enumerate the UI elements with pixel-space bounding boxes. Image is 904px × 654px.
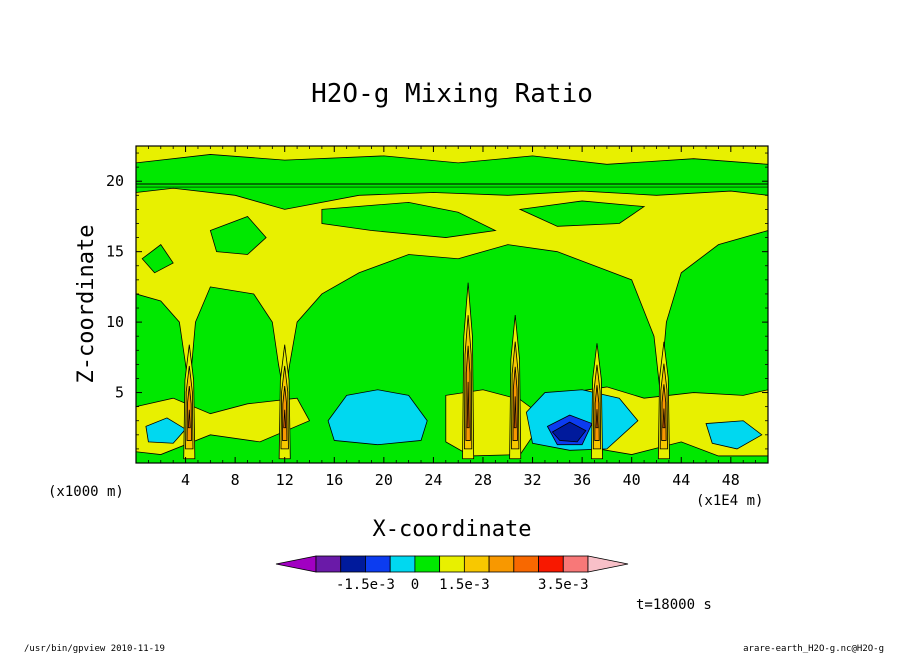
x-unit-label: (x1E4 m) — [696, 493, 763, 509]
x-tick-label: 24 — [424, 471, 442, 489]
footer-right: arare-earth_H2O-g.nc@H2O-g — [743, 644, 884, 654]
colorbar-box — [488, 555, 515, 573]
x-tick-label: 20 — [375, 471, 393, 489]
y-tick-label: 5 — [115, 384, 124, 402]
colorbar-label: 3.5e-3 — [538, 577, 589, 593]
x-tick-label: 16 — [325, 471, 343, 489]
time-label: t=18000 s — [636, 597, 712, 613]
tower-1-peak — [283, 409, 287, 429]
x-axis-ticks: 4 8 12 16 20 24 28 32 36 40 44 48 — [147, 146, 757, 489]
colorbar-box — [463, 555, 490, 573]
y-axis-label: Z-coordinate — [74, 225, 99, 384]
anvil-band — [136, 187, 768, 400]
tower-0-peak — [187, 409, 191, 429]
anvil-hole-3 — [518, 200, 646, 227]
colorbar-box — [538, 555, 564, 573]
x-tick-label: 36 — [573, 471, 591, 489]
tower-2-peak — [466, 381, 470, 429]
chart-title: H2O-g Mixing Ratio — [311, 79, 593, 109]
colorbar-label: 0 — [411, 577, 419, 593]
colorbar-box — [340, 555, 366, 573]
plot-frame — [135, 145, 769, 464]
anvil-hole-1 — [209, 215, 267, 255]
colorbar-box — [389, 555, 416, 573]
x-tick-label: 8 — [231, 471, 240, 489]
colorbar-label: -1.5e-3 — [336, 577, 395, 593]
low-moist-1 — [136, 397, 311, 455]
colorbar-label: 1.5e-3 — [439, 577, 490, 593]
tower-4-peak — [595, 409, 599, 429]
x-tick-label: 44 — [672, 471, 690, 489]
dry-pool-4 — [705, 420, 763, 450]
footer-left: /usr/bin/gpview 2010-11-19 — [24, 644, 165, 654]
tower-3-peak — [513, 396, 517, 429]
x-tick-label: 32 — [524, 471, 542, 489]
tower-5-peak — [662, 408, 666, 429]
anvil-hole-4 — [141, 244, 174, 274]
y-tick-label: 15 — [106, 243, 124, 261]
dry-core-inner — [551, 421, 587, 443]
x-tick-label: 48 — [722, 471, 740, 489]
anvil-hole-2 — [321, 201, 497, 238]
colorbar: -1.5e-3 0 1.5e-3 3.5e-3 — [275, 555, 629, 593]
colorbar-box — [439, 555, 465, 573]
x-tick-label: 28 — [474, 471, 492, 489]
upper-moist-band — [136, 146, 768, 165]
plot-area — [136, 146, 768, 463]
y-axis-ticks: 5 10 15 20 — [106, 152, 768, 450]
y-tick-label: 20 — [106, 172, 124, 190]
colorbar-box — [513, 555, 539, 573]
colorbar-max-arrow — [587, 555, 629, 573]
x-tick-label: 40 — [623, 471, 641, 489]
colorbar-min-arrow — [275, 555, 317, 573]
x-tick-label: 4 — [181, 471, 190, 489]
y-tick-label: 10 — [106, 313, 124, 331]
x-tick-label: 12 — [276, 471, 294, 489]
colorbar-box — [315, 555, 342, 573]
x-axis-label: X-coordinate — [373, 517, 532, 542]
y-unit-label: (x1000 m) — [48, 484, 124, 500]
colorbar-box — [365, 555, 391, 573]
colorbar-box — [414, 555, 441, 573]
colorbar-box — [562, 555, 589, 573]
dry-pool-1 — [327, 389, 428, 446]
dry-pool-3 — [145, 417, 187, 444]
